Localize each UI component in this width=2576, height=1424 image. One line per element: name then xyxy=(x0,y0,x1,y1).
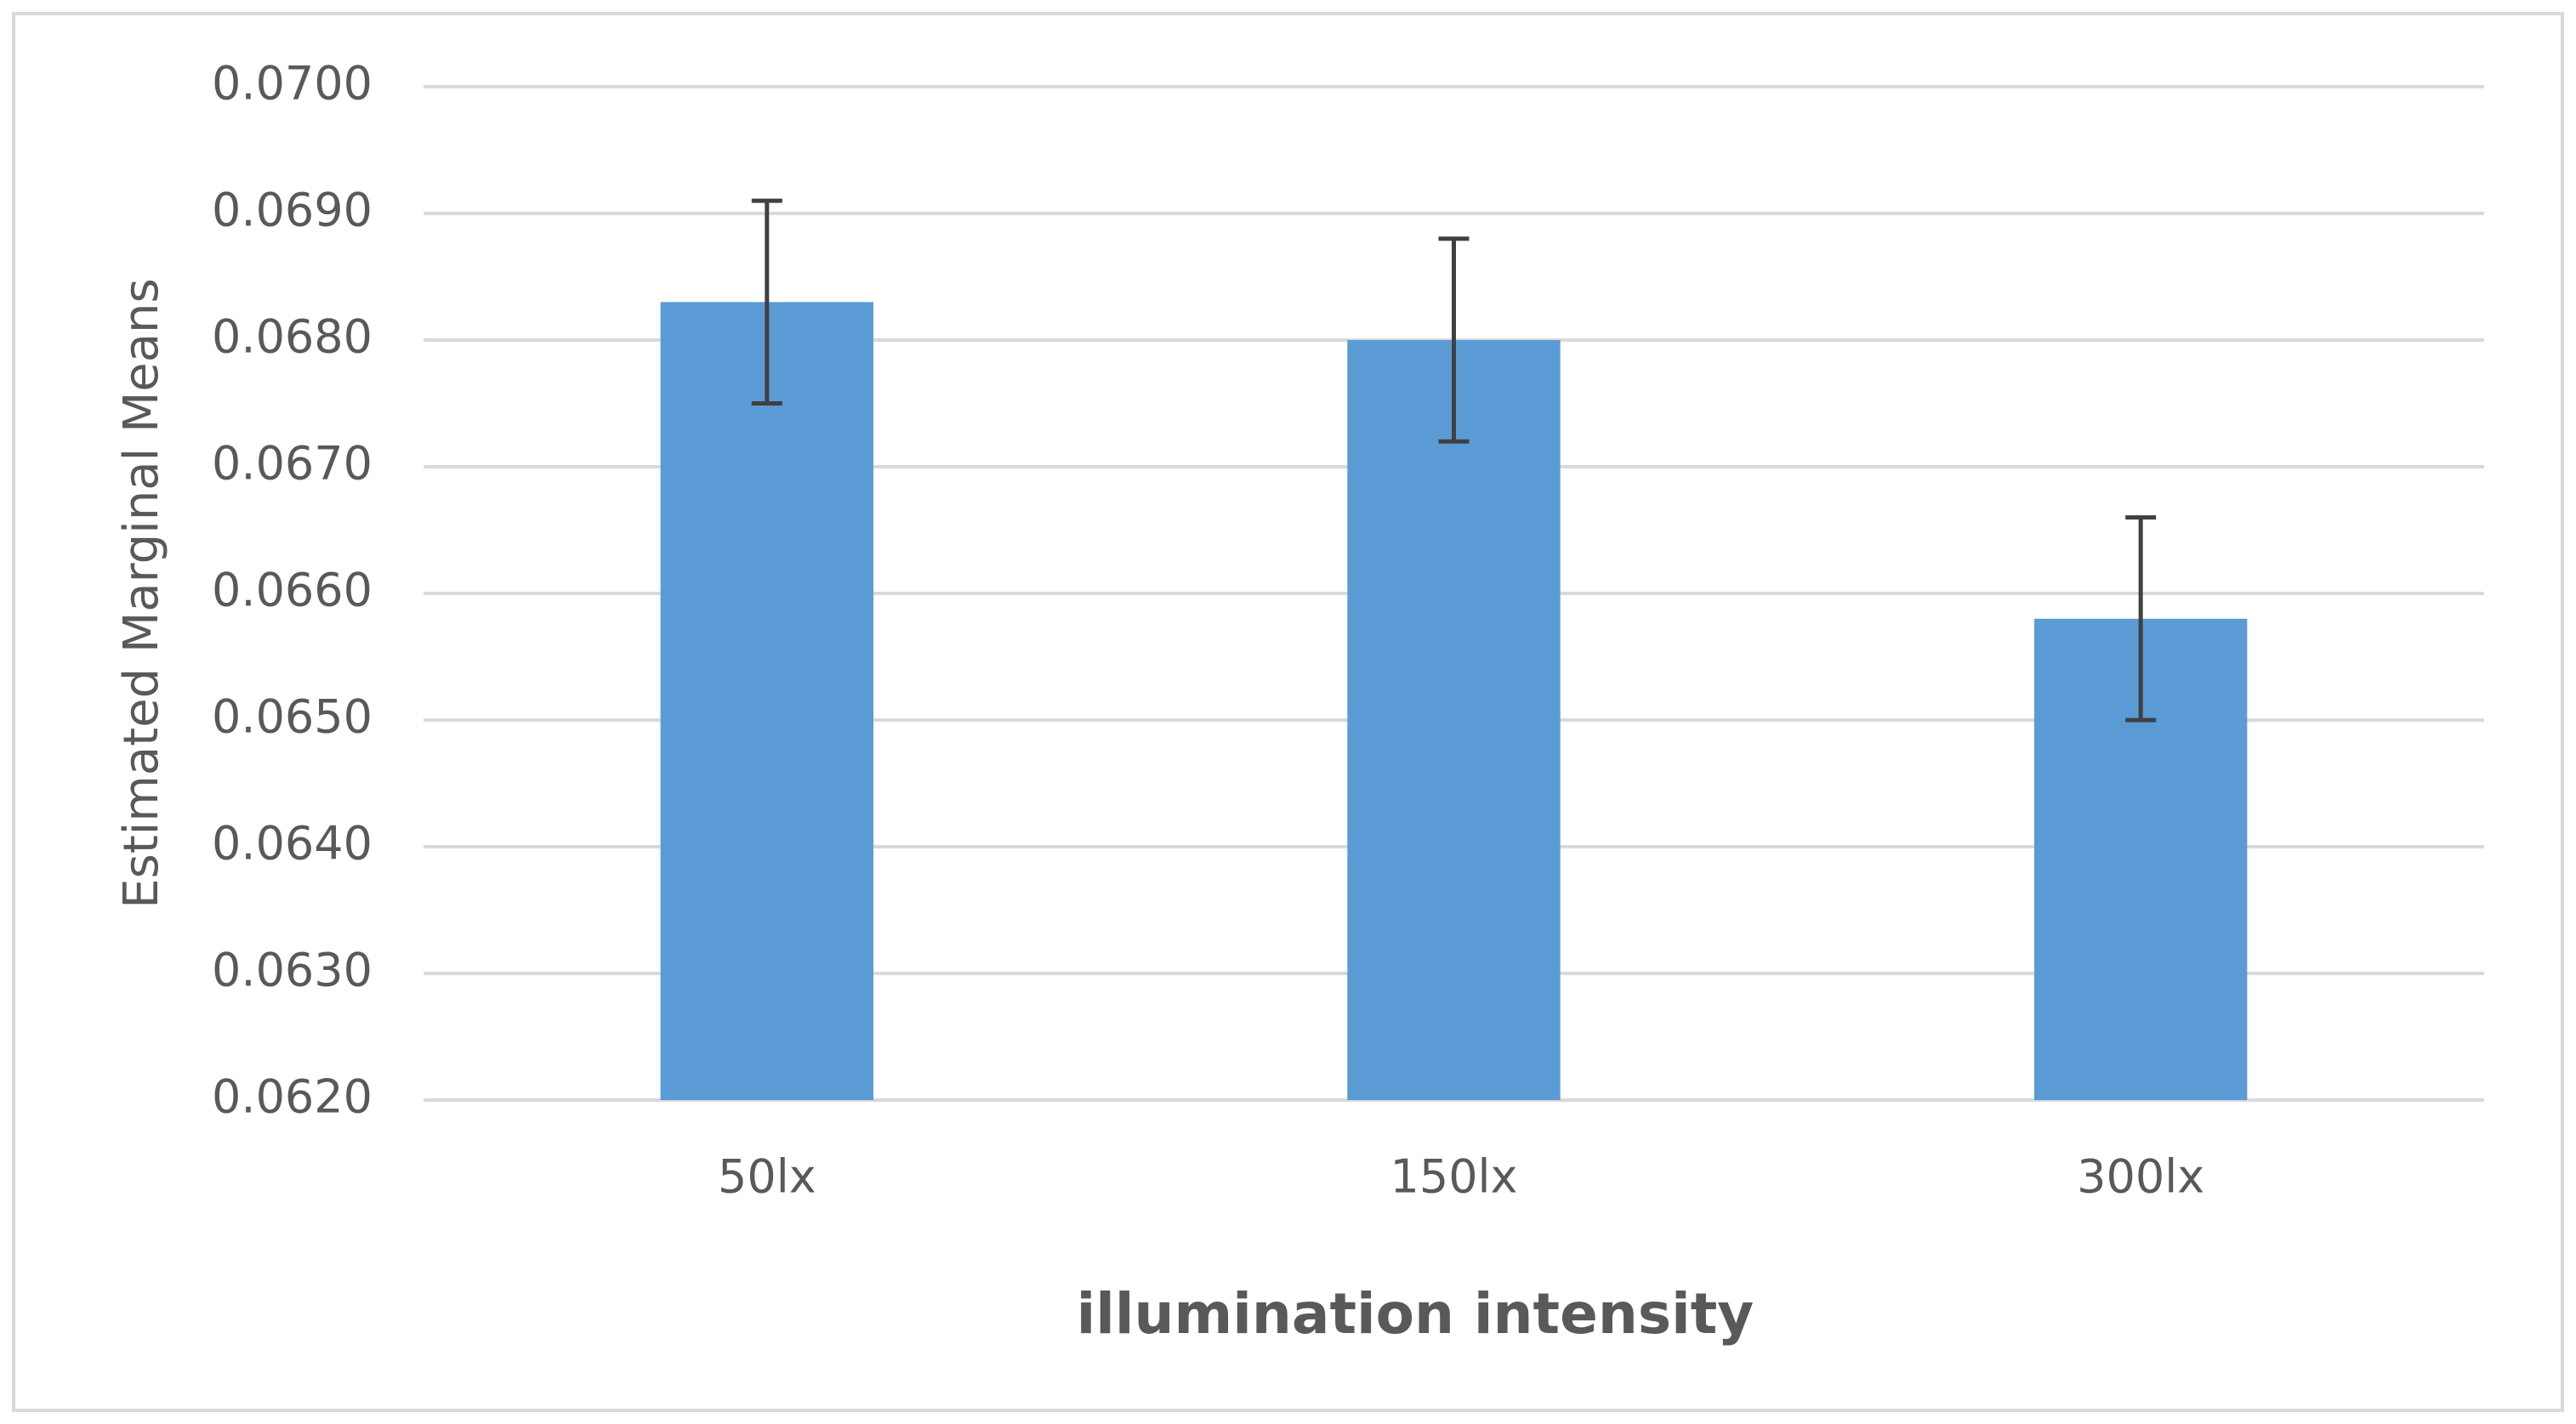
y-tick-label: 0.0700 xyxy=(212,57,372,111)
bar xyxy=(660,302,874,1100)
y-axis-title: Estimated Marginal Means xyxy=(114,278,169,908)
y-tick-label: 0.0690 xyxy=(212,184,372,237)
y-tick-label: 0.0680 xyxy=(212,310,372,364)
error-bar xyxy=(751,198,782,406)
x-tick-label: 50lx xyxy=(718,1150,816,1204)
y-tick-label: 0.0620 xyxy=(212,1070,372,1124)
y-tick-label: 0.0670 xyxy=(212,437,372,491)
x-tick-label: 300lx xyxy=(2077,1150,2204,1204)
y-tick-label: 0.0660 xyxy=(212,564,372,617)
error-bar xyxy=(1438,236,1470,444)
error-bar xyxy=(2125,515,2157,723)
x-tick-label: 150lx xyxy=(1390,1150,1517,1204)
bar xyxy=(1347,340,1561,1100)
y-tick-label: 0.0650 xyxy=(212,690,372,744)
y-tick-label: 0.0640 xyxy=(212,817,372,871)
y-tick-label: 0.0630 xyxy=(212,944,372,997)
x-axis-title: illumination intensity xyxy=(1077,1281,1754,1347)
